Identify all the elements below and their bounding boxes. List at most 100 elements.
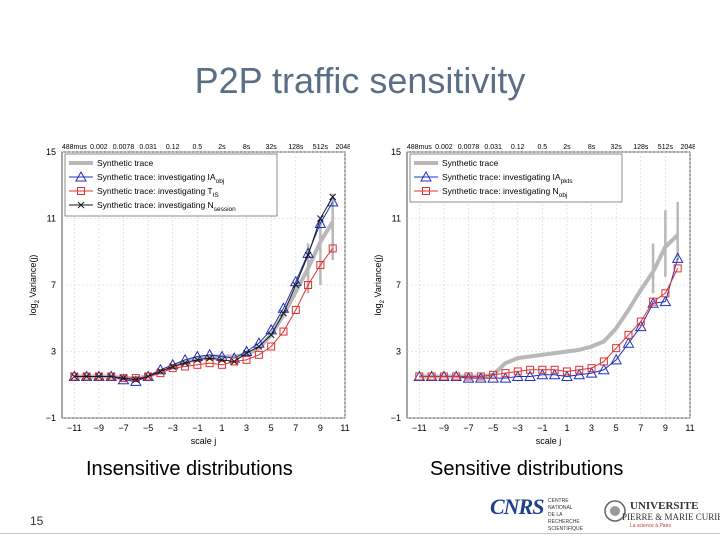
series-line-black [74, 196, 334, 381]
data-point-square [439, 372, 448, 381]
data-point-x [317, 215, 324, 222]
top-tick-label: 0.0078 [113, 144, 135, 151]
legend-marker-triangle [75, 170, 87, 182]
top-tick-label: 488mus [407, 144, 432, 151]
data-point-square [144, 372, 153, 381]
x-axis-label: scale j [191, 436, 217, 446]
data-point-x [95, 373, 103, 380]
data-point-x-stroke [169, 363, 177, 370]
legend-label-main: Synthetic trace: investigating T [97, 186, 213, 196]
x-tick-label: −3 [168, 423, 178, 433]
data-point-x [292, 281, 300, 289]
data-point-x-stroke [255, 343, 263, 350]
data-point-x-stroke [317, 215, 324, 222]
data-point-square [131, 374, 140, 383]
data-point-x [280, 309, 287, 317]
data-point-triangle [622, 337, 635, 348]
legend-label-main: Synthetic trace: investigating N [442, 186, 559, 196]
data-point-square [291, 305, 300, 314]
data-point-x-stroke [230, 358, 238, 365]
data-point-x-stroke [193, 356, 201, 364]
top-tick-label: 512s [658, 144, 674, 151]
y-tick-label: 11 [392, 214, 401, 224]
caption-sensitive: Sensitive distributions [430, 458, 624, 480]
x-tick-label: −7 [118, 423, 128, 433]
data-point-x-stroke [218, 356, 226, 364]
data-point-triangle [536, 368, 549, 380]
x-tick-label: −11 [412, 423, 427, 433]
data-point-square [562, 367, 571, 376]
legend-label: Synthetic trace [97, 158, 153, 168]
legend-label-sub: session [214, 206, 236, 213]
cnrs-mark: CNRS [490, 494, 544, 519]
top-tick-label: 8s [588, 144, 596, 151]
legend-label: Synthetic trace: investigating IAobj [97, 172, 224, 185]
y-axis-label-base: log [373, 303, 383, 315]
data-point-square [328, 244, 337, 253]
data-point-triangle [573, 368, 586, 380]
y-axis-label-rest: Variance(j) [28, 255, 38, 300]
data-point-square [599, 357, 608, 366]
legend-marker-triangle [420, 170, 432, 182]
series-line-blue [74, 201, 334, 382]
top-tick-label: 32s [611, 144, 623, 151]
footer-divider [0, 533, 720, 534]
data-point-x [230, 358, 238, 365]
data-point-x-stroke [280, 309, 287, 317]
x-tick-label: 9 [318, 423, 323, 433]
data-point-x-stroke [243, 349, 250, 357]
data-point-x [181, 359, 189, 367]
data-point-square [661, 289, 670, 298]
data-point-square [452, 372, 461, 381]
legend-label-main: Synthetic trace [442, 158, 498, 168]
data-point-square [205, 359, 214, 368]
legend-marker-square [422, 187, 430, 195]
legend-label-main: Synthetic trace: investigating IA [97, 172, 216, 182]
top-tick-label: 0.12 [511, 144, 525, 151]
data-point-x-stroke [292, 281, 300, 289]
data-point-triangle [548, 368, 561, 380]
legend-box [64, 153, 278, 217]
x-tick-label: −3 [513, 423, 523, 433]
legend-label-main: Synthetic trace: investigating IA [442, 172, 561, 182]
top-tick-label: 32s [266, 144, 278, 151]
data-point-x-stroke [70, 373, 78, 380]
data-point-square [513, 367, 522, 376]
legend-label-main: Synthetic trace [97, 158, 153, 168]
top-tick-label: 0.031 [139, 144, 157, 151]
data-point-x-stroke [83, 373, 90, 380]
data-point-x [70, 373, 78, 380]
x-tick-label: −9 [94, 423, 104, 433]
data-point-x-stroke [304, 251, 312, 259]
data-point-triangle [474, 372, 487, 383]
legend-label-sub: obj [559, 192, 568, 199]
slide-title: P2P traffic sensitivity [194, 60, 526, 101]
data-point-x-stroke [144, 373, 152, 380]
y-tick-label: 11 [47, 214, 56, 224]
upmc-line1: UNIVERSITE [630, 500, 699, 512]
data-point-square [501, 369, 510, 378]
x-tick-label: 7 [293, 423, 298, 433]
y-axis-label: log2 Variance(j) [373, 255, 386, 316]
data-point-x-stroke [329, 193, 337, 201]
data-point-x [83, 373, 90, 380]
data-point-square [489, 370, 498, 379]
data-point-square [217, 360, 226, 369]
y-tick-label: −1 [391, 413, 401, 423]
legend-marker-x [77, 201, 85, 209]
x-tick-label: −9 [439, 423, 449, 433]
data-point-x [169, 363, 177, 370]
data-point-square [316, 261, 325, 270]
x-tick-label: −5 [488, 423, 498, 433]
legend-label: Synthetic trace: investigating Nobj [442, 186, 567, 199]
data-point-square [624, 330, 633, 339]
x-tick-label: 1 [219, 423, 224, 433]
x-tick-label: −5 [143, 423, 153, 433]
data-point-x [144, 373, 152, 380]
top-tick-label: 0.12 [166, 144, 180, 151]
y-axis-label-rest: Variance(j) [373, 255, 383, 300]
legend-box [409, 153, 623, 203]
data-point-square [575, 365, 584, 374]
x-axis-label: scale j [536, 436, 562, 446]
